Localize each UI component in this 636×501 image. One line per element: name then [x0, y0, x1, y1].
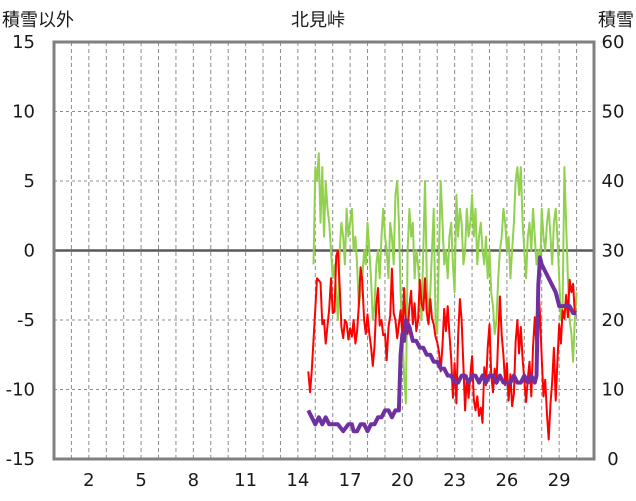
x-tick-label: 5 — [135, 470, 146, 491]
x-tick-label: 14 — [286, 470, 309, 491]
left-tick-label: 15 — [12, 32, 35, 53]
series-line-temperature — [307, 249, 576, 441]
chart-title: 北見峠 — [291, 10, 345, 31]
x-tick-label: 23 — [443, 470, 466, 491]
right-tick-label: 50 — [602, 102, 625, 123]
left-tick-label: -5 — [17, 310, 35, 331]
series-line-wind — [312, 152, 578, 405]
x-tick-label: 8 — [188, 470, 199, 491]
right-tick-label: 40 — [602, 171, 625, 192]
right-tick-label: 10 — [602, 380, 625, 401]
x-tick-label: 2 — [83, 470, 94, 491]
left-tick-label: 0 — [24, 241, 35, 262]
right-axis-label: 積雪 — [598, 10, 634, 31]
x-tick-label: 29 — [548, 470, 571, 491]
left-tick-label: -15 — [6, 449, 35, 470]
tick-labels: -15 -10 -5 0 5 10 15 0 10 20 30 40 50 60 2 5 8 11 14 17 20 23… — [6, 32, 625, 491]
right-tick-label: 0 — [607, 449, 618, 470]
x-tick-label: 11 — [234, 470, 257, 491]
left-tick-label: -10 — [6, 380, 35, 401]
x-tick-label: 20 — [391, 470, 414, 491]
series-line-snow-depth — [306, 255, 577, 434]
x-tick-label: 26 — [495, 470, 518, 491]
left-tick-label: 10 — [12, 102, 35, 123]
plot-frame — [52, 40, 596, 461]
right-tick-label: 60 — [602, 32, 625, 53]
gridlines — [54, 42, 594, 459]
left-tick-label: 5 — [24, 171, 35, 192]
series-layer — [306, 152, 578, 441]
x-tick-label: 17 — [339, 470, 362, 491]
right-tick-label: 30 — [602, 241, 625, 262]
right-tick-label: 20 — [602, 310, 625, 331]
left-axis-label: 積雪以外 — [2, 10, 74, 31]
